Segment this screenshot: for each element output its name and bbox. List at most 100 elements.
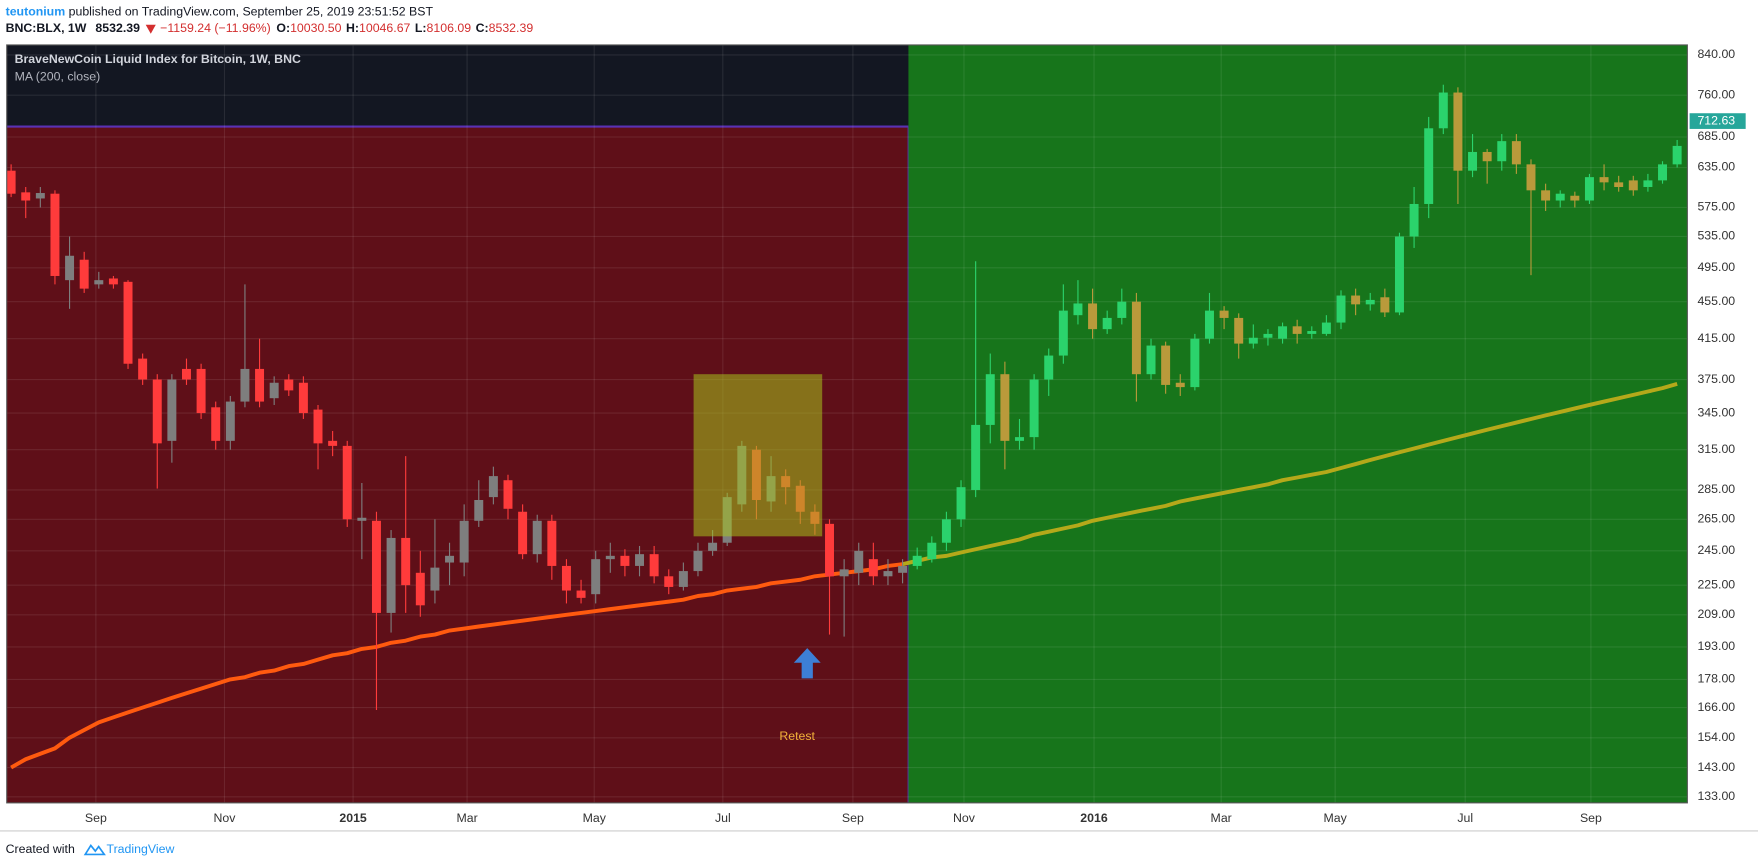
author[interactable]: teutonium — [6, 5, 66, 19]
candle-body — [386, 537, 396, 613]
ohlc-label: O: — [276, 22, 290, 36]
y-tick-label: 535.00 — [1697, 229, 1735, 243]
candle-body — [839, 569, 849, 577]
region — [908, 44, 1688, 803]
candle-body — [883, 571, 893, 577]
candle-body — [1175, 382, 1185, 388]
candle-body — [1380, 297, 1390, 313]
candle-body — [1073, 303, 1083, 316]
candle-body — [1117, 301, 1127, 318]
y-tick-label: 209.00 — [1697, 607, 1735, 621]
candle-body — [518, 511, 528, 555]
x-tick-label: Jul — [715, 811, 731, 825]
candle-body — [1351, 295, 1361, 305]
candle-body — [1658, 164, 1668, 181]
y-tick-label: 245.00 — [1697, 543, 1735, 557]
candle-body — [503, 480, 513, 509]
candle-body — [912, 555, 922, 566]
candle-body — [474, 499, 484, 521]
candle-body — [401, 537, 411, 586]
y-tick-label: 375.00 — [1697, 372, 1735, 386]
header-line: teutonium published on TradingView.com, … — [6, 5, 434, 19]
candle-body — [240, 368, 250, 402]
candle-body — [123, 281, 133, 364]
x-tick-label: 2016 — [1080, 811, 1108, 825]
candle-body — [1555, 193, 1565, 201]
candle-body — [225, 401, 235, 441]
candle-body — [1365, 299, 1375, 305]
candle-body — [956, 487, 966, 520]
candle-body — [576, 590, 586, 598]
candle-body — [1643, 180, 1653, 187]
y-tick-label: 178.00 — [1697, 672, 1735, 686]
candle-body — [1307, 331, 1317, 334]
x-tick-label: Sep — [842, 811, 864, 825]
candle-body — [1204, 310, 1214, 339]
candle-body — [1599, 177, 1609, 183]
candle-body — [21, 192, 31, 201]
candle-body — [708, 542, 718, 551]
candle-body — [415, 572, 425, 606]
candle-body — [868, 559, 878, 577]
candle-body — [1424, 128, 1434, 204]
symbol: BNC:BLX, 1W — [6, 22, 87, 36]
candle-body — [1394, 236, 1404, 313]
y-tick-label: 455.00 — [1697, 294, 1735, 308]
x-tick-label: Nov — [214, 811, 237, 825]
candle-body — [1409, 203, 1419, 237]
candle-body — [371, 520, 381, 613]
x-tick-label: 2015 — [339, 811, 367, 825]
brand[interactable]: TradingView — [107, 842, 175, 856]
annotation: Retest — [779, 729, 815, 743]
ma-line — [10, 562, 903, 770]
candle-body — [1292, 326, 1302, 334]
candle-body — [1131, 301, 1141, 375]
candle-body — [985, 374, 995, 425]
candle-body — [1161, 345, 1171, 385]
candle-body — [6, 170, 16, 194]
candle-body — [561, 565, 571, 591]
y-tick-label: 760.00 — [1697, 87, 1735, 101]
candle-body — [1248, 337, 1258, 344]
candle-body — [1000, 374, 1010, 441]
candle-body — [605, 555, 615, 560]
x-tick-label: Mar — [456, 811, 477, 825]
ohlc-label: C: — [476, 22, 489, 36]
published: published on TradingView.com, September … — [69, 5, 434, 19]
footer-text: Created with — [6, 842, 75, 856]
x-tick-label: May — [583, 811, 607, 825]
y-tick-label: 133.00 — [1697, 789, 1735, 803]
candle-body — [342, 445, 352, 520]
candle-body — [1511, 141, 1521, 165]
candle-body — [1219, 310, 1229, 318]
candle-body — [1015, 437, 1024, 441]
candle-body — [196, 368, 206, 414]
candle-body — [328, 440, 338, 446]
candle-body — [1029, 379, 1039, 438]
x-tick-label: Sep — [1580, 811, 1602, 825]
last-value-box — [1689, 113, 1746, 129]
last-price: 8532.39 — [95, 22, 140, 36]
ohlc-value: 10030.50 — [290, 22, 342, 36]
legend-ma: MA (200, close) — [15, 70, 101, 84]
ohlc-value: 8106.09 — [427, 22, 472, 36]
candle-body — [825, 523, 834, 577]
candle-body — [1482, 151, 1492, 162]
candle-body — [1146, 345, 1156, 375]
y-tick-label: 193.00 — [1697, 639, 1735, 653]
x-tick-label: May — [1324, 811, 1348, 825]
y-tick-label: 315.00 — [1697, 442, 1735, 456]
x-tick-label: Nov — [953, 811, 976, 825]
y-tick-label: 495.00 — [1697, 260, 1735, 274]
candle-body — [284, 379, 294, 391]
y-tick-label: 265.00 — [1697, 512, 1735, 526]
candle-body — [547, 520, 557, 566]
candle-body — [1672, 145, 1682, 165]
candle-body — [430, 567, 440, 591]
candle-body — [445, 555, 455, 563]
candle-body — [138, 358, 148, 380]
plot-border — [6, 44, 1688, 804]
candle-body — [941, 519, 951, 543]
